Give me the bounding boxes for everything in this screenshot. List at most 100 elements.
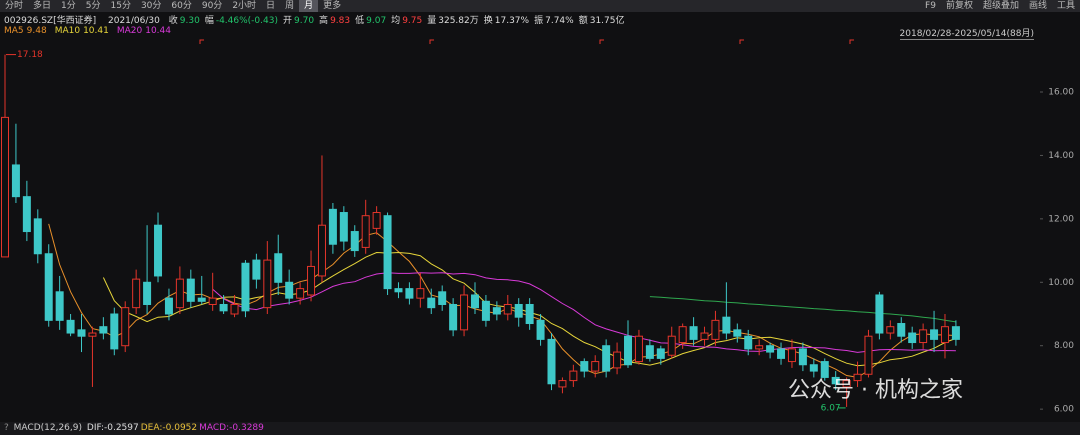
candle-body (897, 323, 906, 337)
candle-body (1, 116, 9, 258)
period-tab[interactable]: 1分 (61, 1, 76, 11)
y-tick-label: 12.00 (1048, 214, 1074, 224)
y-tick-label: 14.00 (1048, 151, 1074, 161)
candle-body (22, 196, 31, 233)
candle-body (296, 288, 305, 299)
candle-body (274, 253, 283, 283)
candle-body (11, 164, 20, 198)
tool-button[interactable]: F9 (925, 1, 936, 11)
candle-body (864, 335, 873, 375)
date-range[interactable]: 2018/02/28-2025/05/14(88月) (899, 26, 1034, 40)
candle-body (416, 288, 425, 299)
candle-body (77, 329, 86, 337)
legend-name: MA5 (4, 26, 24, 36)
candle-body (121, 307, 130, 347)
event-marker (849, 39, 854, 44)
candle-body (307, 265, 316, 296)
candle-body (591, 361, 600, 372)
candle-body (263, 259, 272, 309)
candle-body (602, 345, 611, 372)
candle-body (787, 348, 796, 363)
candle-body (744, 335, 753, 350)
period-tab[interactable]: 15分 (110, 1, 131, 11)
candle-body (99, 326, 108, 334)
candle-body (449, 303, 458, 331)
info-bar: 002926.SZ[华西证券] 2021/06/30 收 9.30 幅 -4.46%(… (4, 13, 629, 26)
field-value: 9.30 (179, 16, 200, 26)
legend-value: 9.48 (26, 26, 47, 36)
legend-name: MA20 (116, 26, 143, 36)
toolbar: 分时 多日 1分 5分 15分 30分 60分 90分 2小时日周月更多 F9 前复权 超级叠加 画线工… (0, 0, 1080, 12)
candle-body (930, 329, 939, 340)
candle-body (175, 278, 184, 309)
candle-body (820, 361, 829, 378)
candle-body (711, 319, 720, 340)
event-marker (199, 39, 204, 44)
period-tab[interactable]: 周 (285, 1, 295, 11)
candle-body (940, 326, 949, 344)
event-marker (739, 39, 744, 44)
field-value: 9.07 (366, 16, 387, 26)
tool-button[interactable]: 前复权 (945, 1, 973, 11)
candle-body (525, 303, 534, 325)
date: 2021/06/30 (108, 16, 160, 26)
event-marker (599, 39, 604, 44)
candle-body (809, 364, 818, 372)
candle-body (831, 376, 840, 385)
candle-body (514, 303, 523, 318)
candle-body (777, 348, 786, 359)
tool-button[interactable]: 超级叠加 (982, 1, 1019, 11)
period-tab[interactable]: 更多 (323, 1, 342, 11)
candle-body (438, 291, 447, 305)
field-value: 31.75亿 (589, 16, 625, 26)
macd-value: MACD:-0.3289 (199, 423, 264, 433)
field-value: 9.70 (294, 16, 315, 26)
y-tick-label: 6.00 (1054, 405, 1074, 415)
period-tab[interactable]: 2小时 (232, 1, 257, 11)
candle-body (656, 348, 665, 359)
candle-body (110, 313, 119, 350)
period-tab[interactable]: 60分 (171, 1, 192, 11)
candle-body (372, 212, 381, 229)
candle-body (55, 291, 64, 321)
candle-body (481, 300, 490, 321)
field-value: 325.82万 (438, 16, 479, 26)
candle-body (132, 278, 141, 309)
candle-body (186, 278, 195, 302)
field-key: 均 (391, 16, 401, 26)
candle-body (88, 332, 97, 337)
tool-button[interactable]: 画线 (1028, 1, 1047, 11)
field-key: 换 (483, 16, 493, 26)
period-tab[interactable]: 多日 (33, 1, 52, 11)
period-tab[interactable]: 90分 (201, 1, 223, 11)
ma-legend: MA5 9.48 MA10 10.41 MA20 10.44 (4, 26, 179, 36)
period-tab[interactable]: 30分 (140, 1, 162, 11)
candle-body (460, 294, 469, 331)
period-tab[interactable]: 分时 (5, 1, 24, 11)
candle-body (241, 262, 250, 312)
y-tick-label: 16.00 (1048, 88, 1074, 98)
period-tab[interactable]: 月 (299, 0, 319, 12)
candle-body (405, 288, 414, 299)
candle-body (154, 224, 163, 277)
stock-code: 002926.SZ[华西证券] (4, 16, 97, 26)
macd-dea: DEA:-0.0952 (140, 423, 198, 433)
legend-entry: MA10 10.41 (55, 26, 109, 36)
field-value: 9.83 (330, 16, 351, 26)
period-tab[interactable]: 日 (266, 1, 276, 11)
candle-body (908, 332, 917, 344)
candle-body (547, 338, 556, 385)
candle-body (886, 326, 895, 334)
candle-body (733, 329, 742, 337)
period-tab[interactable]: 5分 (85, 1, 101, 11)
candle-body (394, 288, 403, 293)
field-key: 幅 (204, 16, 214, 26)
candle-body (853, 373, 862, 382)
candle-body (842, 380, 851, 388)
candle-body (645, 345, 654, 359)
help-icon[interactable]: ? (4, 423, 9, 433)
tool-button[interactable]: 工具 (1056, 1, 1075, 11)
candle-body (755, 345, 764, 350)
candle-body (44, 253, 53, 321)
field-value: 7.74% (545, 16, 574, 26)
